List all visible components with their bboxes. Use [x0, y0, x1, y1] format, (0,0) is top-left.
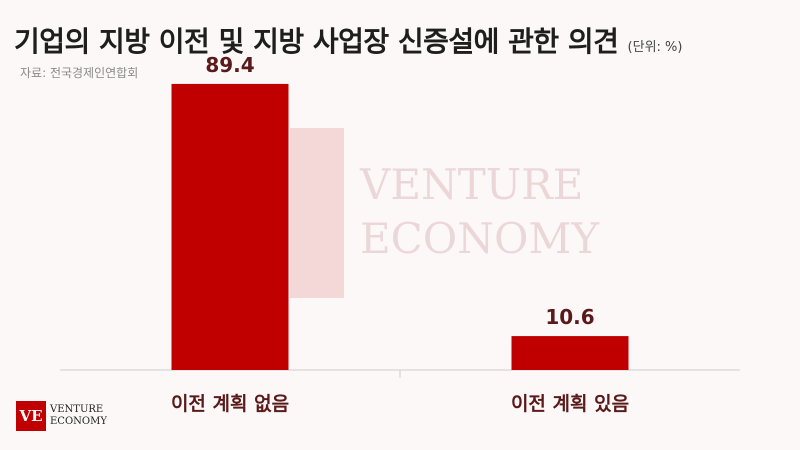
watermark-line1: VENTURE: [360, 160, 584, 209]
x-tick-label: 이전 계획 없음: [171, 393, 289, 415]
watermark-mark: [290, 128, 344, 298]
logo-line1: VENTURE: [50, 404, 104, 415]
source-note: 자료: 전국경제인연합회: [20, 66, 139, 80]
title-row: 기업의 지방 이전 및 지방 사업장 신증설에 관한 의견 (단위: %): [14, 20, 682, 60]
logo-line2: ECONOMY: [50, 416, 107, 427]
data-label: 89.4: [205, 53, 254, 77]
bar: [511, 336, 629, 370]
unit-label: (단위: %): [627, 40, 683, 55]
watermark-line2: ECONOMY: [360, 214, 600, 263]
chart-title: 기업의 지방 이전 및 지방 사업장 신증설에 관한 의견: [14, 25, 619, 58]
data-label: 10.6: [545, 305, 594, 329]
watermark: VENTURE ECONOMY: [290, 128, 640, 298]
bar: [171, 83, 289, 371]
logo-mark: VE: [16, 401, 46, 431]
logo-text: VENTURE ECONOMY: [50, 404, 107, 428]
watermark-text: VENTURE ECONOMY: [360, 158, 599, 266]
x-tick-label: 이전 계획 있음: [511, 393, 629, 415]
